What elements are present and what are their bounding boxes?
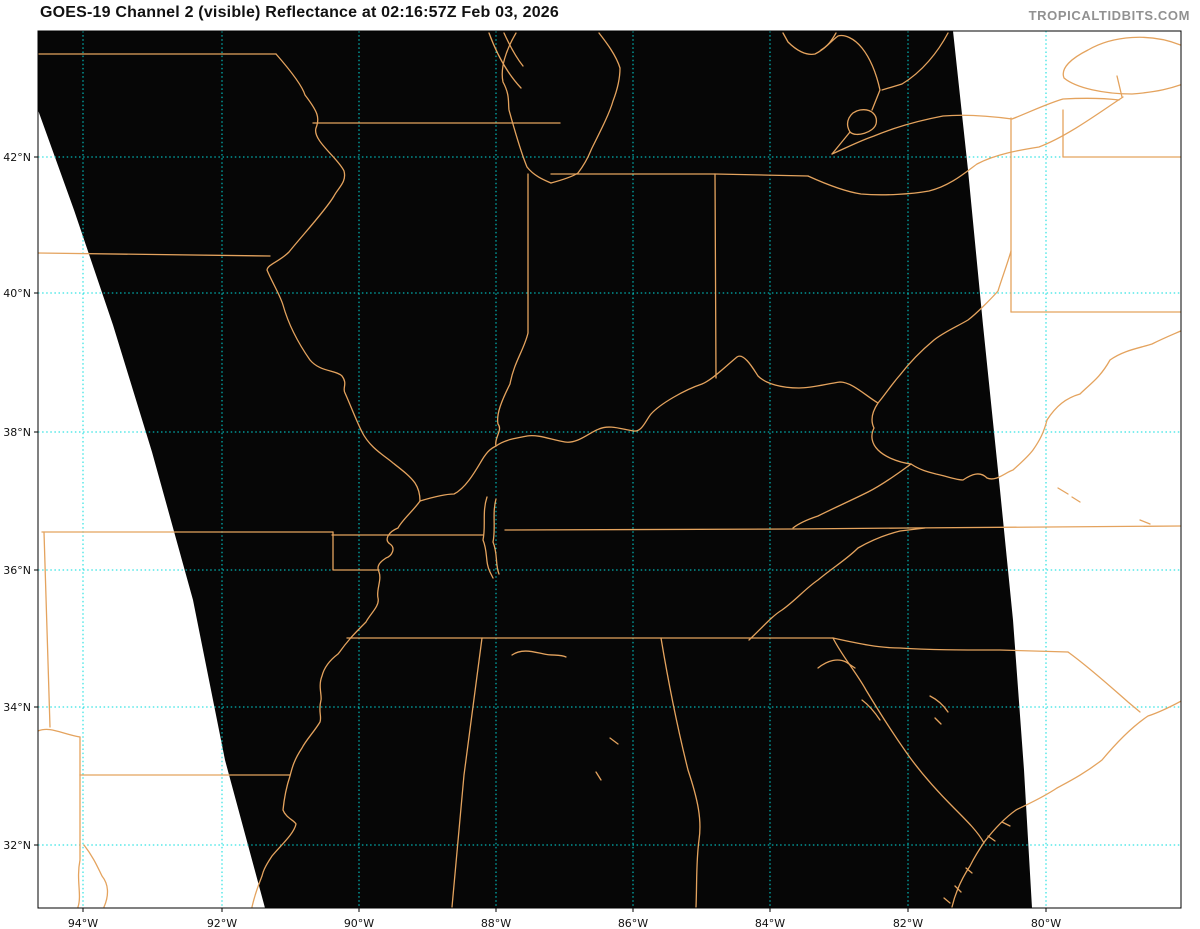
- boundary-al-ga-border: [660, 637, 701, 908]
- boundary-potomac-md-va: [1046, 330, 1181, 421]
- boundary-ms-al-border: [451, 637, 483, 908]
- axis-labels: 42°N 40°N 38°N 36°N 34°N 32°N 94°W 92°W 90°W 88°W…: [3, 151, 1061, 929]
- boundary-saginaw-inner-shore: [820, 32, 837, 51]
- y-tick-label: 42°N: [3, 151, 31, 164]
- x-tick-label: 84°W: [755, 917, 785, 929]
- boundary-lake-huron-canada-shore: [881, 32, 949, 91]
- boundary-lake-michigan-west-shore: [501, 32, 552, 184]
- boundary-mississippi-river-lower: [251, 500, 421, 908]
- y-tick-label: 40°N: [3, 287, 31, 300]
- boundary-red-river-la: [83, 844, 109, 908]
- boundary-mo-bootheel: [332, 531, 380, 571]
- boundary-door-peninsula: [503, 32, 524, 67]
- x-tick-label: 86°W: [618, 917, 648, 929]
- graticule: [38, 31, 1181, 908]
- axis-ticks: [34, 156, 1047, 912]
- boundary-lake-st-clair: [846, 109, 878, 136]
- boundary-va-wv-border: [910, 419, 1048, 481]
- boundary-kytn-vanc-36line: [504, 525, 1181, 531]
- boundary-detroit-river: [831, 131, 851, 155]
- y-tick-label: 36°N: [3, 564, 31, 577]
- scan-swath: [38, 31, 1032, 908]
- boundary-al-river-1: [609, 737, 619, 745]
- x-tick-label: 94°W: [68, 917, 98, 929]
- boundary-ohio-river: [419, 250, 1012, 502]
- boundary-st-clair-river: [871, 89, 881, 111]
- boundary-atlantic-coast: [951, 700, 1181, 908]
- boundary-red-river-ok-tx: [38, 728, 81, 738]
- boundary-kentucky-lake: [482, 496, 494, 579]
- boundary-coastal-island-4: [954, 885, 962, 893]
- boundary-green-bay-west: [488, 32, 522, 89]
- x-tick-label: 90°W: [344, 917, 374, 929]
- scan-swath-polygon: [38, 31, 1032, 908]
- x-tick-label: 92°W: [207, 917, 237, 929]
- tropicaltidbits-logo: TROPICALTIDBITS.COM: [1028, 8, 1190, 23]
- boundary-tn-river-east-1: [861, 699, 881, 721]
- boundary-big-sandy-ky-wv: [871, 402, 912, 465]
- boundary-va-lake-2: [1071, 496, 1081, 503]
- x-tick-label: 88°W: [481, 917, 511, 929]
- boundary-lake-barkley: [492, 498, 500, 575]
- boundary-al-river-2: [595, 771, 602, 781]
- boundary-tn-river-chattanooga: [817, 659, 856, 669]
- y-tick-label: 34°N: [3, 701, 31, 714]
- boundary-ga-lake-hartwell: [929, 695, 949, 713]
- boundary-lake-erie-south-shore: [807, 96, 1124, 196]
- boundary-coastal-island-3: [965, 867, 973, 874]
- boundary-ga-lake-2: [934, 717, 942, 725]
- boundary-lake-erie-north-shore: [831, 97, 1120, 155]
- boundary-mississippi-river-upper: [266, 53, 421, 502]
- boundary-coastal-island-5: [943, 897, 951, 904]
- x-tick-label: 82°W: [893, 917, 923, 929]
- boundary-il-in-border-wabash: [495, 173, 529, 447]
- boundary-coastal-island-1: [1001, 821, 1011, 827]
- boundary-savannah-river-sc-ga: [832, 637, 985, 844]
- x-tick-label: 80°W: [1031, 917, 1061, 929]
- page-title: GOES-19 Channel 2 (visible) Reflectance …: [40, 4, 559, 21]
- boundary-niagara-river: [1116, 75, 1123, 98]
- boundary-coastal-island-2: [987, 835, 996, 842]
- boundary-ky-va-border: [792, 463, 912, 529]
- boundary-ok-ar-border: [43, 531, 51, 728]
- boundary-tn-nc-border: [748, 527, 926, 641]
- boundary-ia-mo-border: [38, 252, 271, 257]
- boundary-va-lake-1: [1057, 487, 1069, 495]
- state-boundaries: [38, 32, 1181, 908]
- boundary-va-lake-3: [1139, 519, 1151, 525]
- y-tick-label: 38°N: [3, 426, 31, 439]
- boundary-michigan-thumb-saginaw-bay: [782, 32, 881, 91]
- map-frame: [37, 30, 1182, 909]
- boundary-tennessee-river-al: [511, 650, 567, 658]
- boundary-tx-la-border: [77, 774, 81, 908]
- boundary-lake-ontario-west: [1062, 36, 1181, 95]
- boundary-nc-sc-border-east: [1067, 651, 1141, 713]
- boundary-nc-sc-border-west: [832, 637, 1069, 653]
- boundary-in-oh-border: [714, 173, 717, 379]
- y-tick-label: 32°N: [3, 839, 31, 852]
